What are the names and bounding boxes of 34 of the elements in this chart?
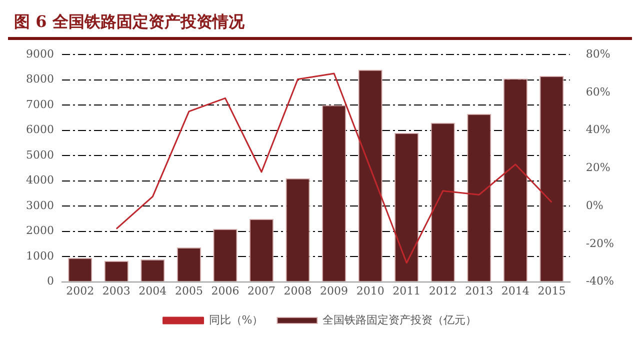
y-tick-label: 4000: [26, 174, 54, 187]
y2-tick-label: 0%: [586, 198, 604, 212]
x-tick-label: 2009: [320, 284, 348, 298]
y-tick-label: 8000: [26, 72, 54, 86]
y2-tick-label: 80%: [586, 47, 610, 60]
x-tick-label: 2011: [392, 284, 421, 298]
x-tick-label: 2015: [538, 284, 566, 298]
y-tick-label: 0: [46, 274, 54, 288]
y2-tick-label: 40%: [586, 123, 610, 136]
x-tick-label: 2003: [102, 284, 130, 298]
y-tick-label: 3000: [26, 198, 54, 212]
x-tick-label: 2005: [174, 284, 203, 298]
y-tick-label: 6000: [26, 123, 54, 136]
y2-tick-label: -40%: [586, 274, 614, 288]
x-tick-label: 2013: [465, 284, 494, 298]
y2-tick-label: 60%: [586, 85, 610, 98]
x-tick-label: 2010: [356, 284, 384, 298]
y-tick-label: 1000: [26, 249, 54, 262]
y2-tick-label: 20%: [586, 161, 610, 174]
y2-tick-label: -20%: [586, 236, 614, 250]
y-tick-label: 2000: [26, 224, 54, 238]
x-tick-label: 2007: [248, 284, 276, 298]
x-tick-label: 2014: [501, 284, 530, 298]
x-tick-label: 2002: [66, 284, 94, 298]
x-tick-label: 2008: [284, 284, 312, 298]
legend-label: 同比（%）: [208, 313, 264, 326]
y-tick-label: 7000: [26, 98, 54, 111]
x-tick-label: 2012: [428, 284, 457, 298]
x-tick-label: 2006: [211, 284, 240, 298]
legend-label: 全国铁路固定资产投资（亿元）: [322, 313, 477, 326]
y-tick-label: 5000: [26, 148, 54, 162]
chart-title: 图 6 全国铁路固定资产投资情况: [8, 8, 632, 40]
y-tick-label: 9000: [26, 47, 54, 60]
x-tick-label: 2004: [138, 284, 167, 298]
